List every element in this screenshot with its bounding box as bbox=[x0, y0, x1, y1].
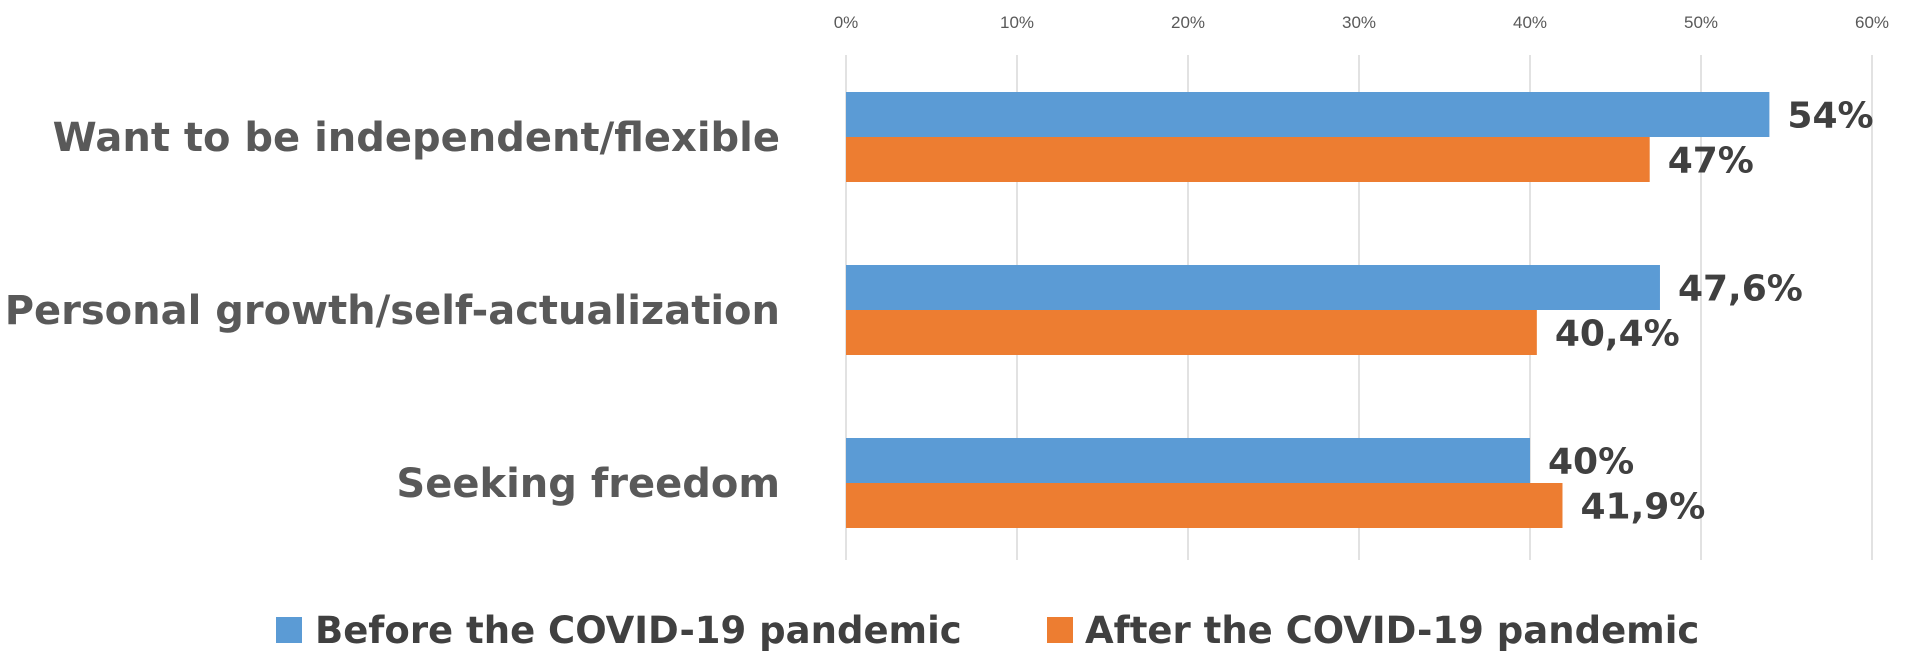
legend-swatch bbox=[276, 617, 302, 643]
legend-label: Before the COVID-19 pandemic bbox=[315, 609, 962, 652]
category-label: Seeking freedom bbox=[396, 461, 780, 507]
x-tick-label: 40% bbox=[1513, 13, 1547, 32]
data-label: 47% bbox=[1668, 141, 1754, 182]
bar-after bbox=[846, 310, 1537, 355]
category-labels: Want to be independent/flexible Personal … bbox=[5, 115, 780, 507]
category-label: Personal growth/self-actualization bbox=[5, 288, 780, 334]
bar-before bbox=[846, 265, 1660, 310]
x-axis-ticks: 0% 10% 20% 30% 40% 50% 60% bbox=[834, 13, 1889, 32]
legend-swatch bbox=[1047, 617, 1073, 643]
legend-label: After the COVID-19 pandemic bbox=[1085, 609, 1699, 652]
bar-before bbox=[846, 92, 1770, 137]
data-label: 47,6% bbox=[1678, 269, 1803, 310]
x-tick-label: 30% bbox=[1342, 13, 1376, 32]
data-label: 40% bbox=[1548, 442, 1634, 483]
bar-before bbox=[846, 438, 1530, 483]
x-tick-label: 20% bbox=[1171, 13, 1205, 32]
category-label: Want to be independent/flexible bbox=[53, 115, 780, 161]
data-label: 54% bbox=[1787, 96, 1873, 137]
data-label: 40,4% bbox=[1555, 314, 1680, 355]
bar-after bbox=[846, 137, 1650, 182]
x-tick-label: 50% bbox=[1684, 13, 1718, 32]
x-tick-label: 60% bbox=[1855, 13, 1889, 32]
data-label: 41,9% bbox=[1580, 487, 1705, 528]
legend: Before the COVID-19 pandemic After the CO… bbox=[276, 609, 1699, 652]
x-tick-label: 10% bbox=[1000, 13, 1034, 32]
bars bbox=[846, 92, 1770, 528]
x-tick-label: 0% bbox=[834, 13, 859, 32]
bar-after bbox=[846, 483, 1563, 528]
data-labels: 54% 47% 47,6%40,4% 40%41,9% bbox=[1548, 96, 1874, 528]
